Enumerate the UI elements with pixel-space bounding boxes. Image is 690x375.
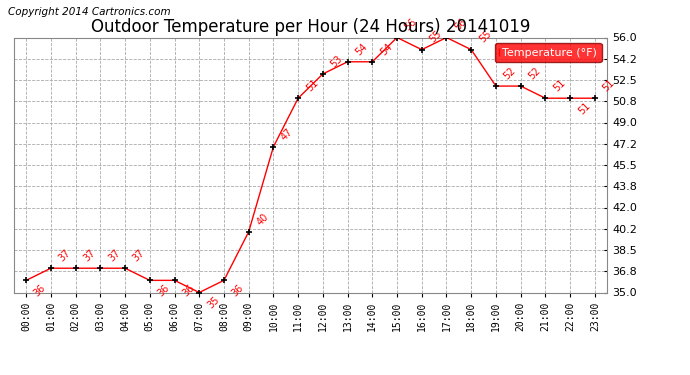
- Text: 36: 36: [230, 283, 246, 298]
- Text: 54: 54: [353, 41, 369, 57]
- Text: 37: 37: [131, 248, 147, 263]
- Title: Outdoor Temperature per Hour (24 Hours) 20141019: Outdoor Temperature per Hour (24 Hours) …: [91, 18, 530, 36]
- Text: 56: 56: [453, 17, 469, 33]
- Text: 36: 36: [32, 283, 48, 298]
- Text: Copyright 2014 Cartronics.com: Copyright 2014 Cartronics.com: [8, 7, 170, 17]
- Text: 51: 51: [551, 78, 567, 93]
- Text: 51: 51: [601, 78, 617, 93]
- Text: 47: 47: [279, 126, 295, 142]
- Text: 54: 54: [378, 41, 394, 57]
- Text: 53: 53: [329, 53, 344, 69]
- Legend: Temperature (°F): Temperature (°F): [495, 43, 602, 62]
- Text: 55: 55: [477, 29, 493, 45]
- Text: 56: 56: [403, 17, 419, 33]
- Text: 51: 51: [304, 78, 320, 93]
- Text: 37: 37: [57, 248, 72, 263]
- Text: 40: 40: [255, 211, 270, 227]
- Text: 36: 36: [156, 283, 171, 298]
- Text: 37: 37: [81, 248, 97, 263]
- Text: 55: 55: [428, 29, 444, 45]
- Text: 35: 35: [205, 295, 221, 311]
- Text: 52: 52: [502, 65, 518, 81]
- Text: 52: 52: [526, 65, 542, 81]
- Text: 37: 37: [106, 248, 122, 263]
- Text: 51: 51: [576, 100, 592, 116]
- Text: 36: 36: [181, 283, 196, 298]
